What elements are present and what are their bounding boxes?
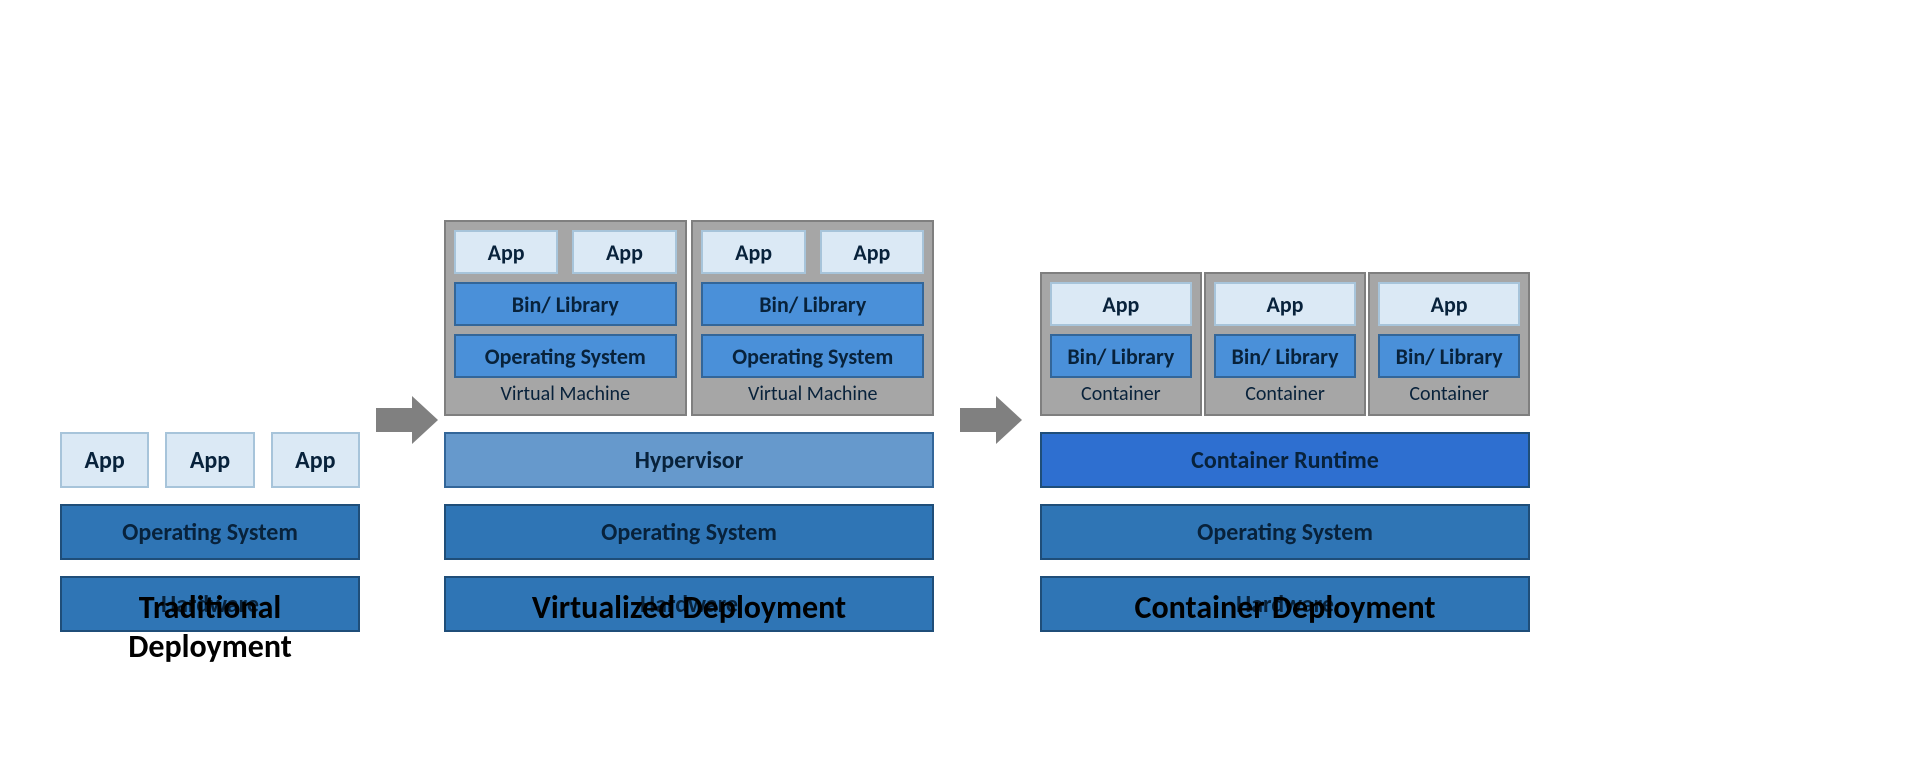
vm-apps-row: App App [701, 230, 924, 274]
app-box: App [165, 432, 254, 488]
vm-label: Virtual Machine [701, 378, 924, 406]
container-column: App Bin/ Library Container App Bin/ Libr… [1040, 272, 1530, 632]
hypervisor-layer: Hypervisor [444, 432, 934, 488]
traditional-apps-row: App App App [60, 432, 360, 488]
vm-label: Virtual Machine [454, 378, 677, 406]
vm-group: App App Bin/ Library Operating System Vi… [691, 220, 934, 416]
bin-lib-layer: Bin/ Library [701, 282, 924, 326]
os-layer: Operating System [444, 504, 934, 560]
container-group-row: App Bin/ Library Container App Bin/ Libr… [1040, 272, 1530, 416]
container-apps-row: App [1214, 282, 1356, 326]
container-label: Container [1050, 378, 1192, 406]
app-box: App [1214, 282, 1356, 326]
container-apps-row: App [1378, 282, 1520, 326]
arrow-shaft [376, 408, 412, 432]
os-layer: Operating System [60, 504, 360, 560]
container-group: App Bin/ Library Container [1204, 272, 1366, 416]
guest-os-layer: Operating System [454, 334, 677, 378]
app-box: App [572, 230, 676, 274]
container-label: Container [1214, 378, 1356, 406]
container-group: App Bin/ Library Container [1368, 272, 1530, 416]
app-box: App [1378, 282, 1520, 326]
app-box: App [454, 230, 558, 274]
container-apps-row: App [1050, 282, 1192, 326]
arrow-head-icon [412, 396, 438, 444]
container-label: Container [1378, 378, 1520, 406]
evolution-arrow-icon [960, 396, 1022, 444]
evolution-arrow-icon [376, 396, 438, 444]
bin-lib-layer: Bin/ Library [1378, 334, 1520, 378]
app-box: App [820, 230, 924, 274]
bin-lib-layer: Bin/ Library [1214, 334, 1356, 378]
bin-lib-layer: Bin/ Library [1050, 334, 1192, 378]
arrow-shaft [960, 408, 996, 432]
virtualized-caption: Virtualized Deployment [444, 588, 934, 627]
vm-group: App App Bin/ Library Operating System Vi… [444, 220, 687, 416]
os-layer: Operating System [1040, 504, 1530, 560]
container-runtime-layer: Container Runtime [1040, 432, 1530, 488]
traditional-caption: Traditional Deployment [60, 588, 360, 666]
app-box: App [271, 432, 360, 488]
vm-group-row: App App Bin/ Library Operating System Vi… [444, 220, 934, 416]
arrow-head-icon [996, 396, 1022, 444]
app-box: App [701, 230, 805, 274]
app-box: App [60, 432, 149, 488]
virtualized-column: App App Bin/ Library Operating System Vi… [444, 220, 934, 632]
deployment-evolution-diagram: App App App Operating System Hardware Tr… [0, 0, 1912, 772]
container-group: App Bin/ Library Container [1040, 272, 1202, 416]
app-box: App [1050, 282, 1192, 326]
vm-apps-row: App App [454, 230, 677, 274]
guest-os-layer: Operating System [701, 334, 924, 378]
bin-lib-layer: Bin/ Library [454, 282, 677, 326]
container-caption: Container Deployment [1040, 588, 1530, 627]
